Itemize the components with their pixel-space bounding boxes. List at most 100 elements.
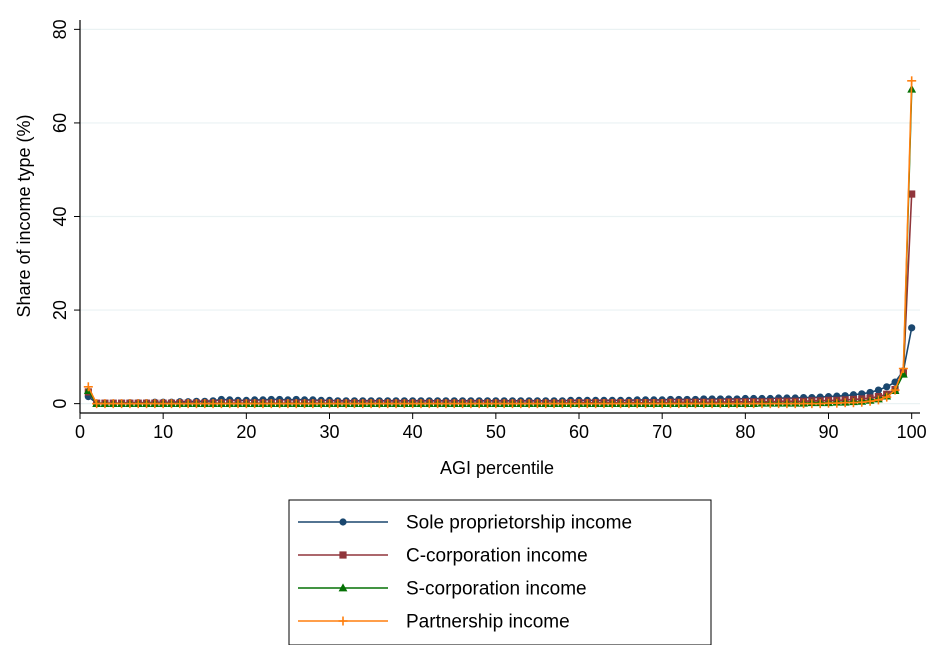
data-point <box>466 399 476 409</box>
x-tick-label: 0 <box>75 422 85 442</box>
series-plus <box>83 76 917 409</box>
data-point <box>724 399 734 409</box>
data-point <box>757 399 767 409</box>
data-point <box>865 396 875 406</box>
data-point <box>100 399 110 409</box>
y-tick-label: 20 <box>50 300 70 320</box>
y-tick-label: 0 <box>50 399 70 409</box>
y-ticks: 0 20 40 60 80 <box>50 19 80 409</box>
data-point <box>549 399 559 409</box>
y-axis-label: Share of income type (%) <box>14 114 34 317</box>
x-tick-label: 90 <box>818 422 838 442</box>
data-point <box>358 399 368 409</box>
legend-marker <box>339 551 347 559</box>
data-point <box>707 399 717 409</box>
data-point <box>749 399 759 409</box>
data-point <box>491 399 501 409</box>
data-point <box>840 398 850 408</box>
x-tick-label: 100 <box>897 422 927 442</box>
data-point <box>632 399 642 409</box>
x-tick-label: 70 <box>652 422 672 442</box>
legend-marker <box>338 583 348 592</box>
data-point <box>424 399 434 409</box>
data-point <box>433 399 443 409</box>
data-point <box>624 399 634 409</box>
x-tick-label: 80 <box>735 422 755 442</box>
data-point <box>507 399 517 409</box>
data-point <box>574 399 584 409</box>
x-axis-label: AGI percentile <box>440 458 554 478</box>
legend-marker <box>338 616 348 626</box>
data-point <box>907 76 917 86</box>
data-point <box>532 399 542 409</box>
legend-marker <box>339 518 347 526</box>
data-point <box>283 399 293 409</box>
series-line <box>87 327 913 404</box>
data-point <box>582 399 592 409</box>
data-point <box>150 399 160 409</box>
data-point <box>665 399 675 409</box>
data-point <box>807 399 817 409</box>
x-tick-label: 50 <box>486 422 506 442</box>
data-point <box>591 399 601 409</box>
data-point <box>83 382 93 392</box>
data-point <box>832 398 842 408</box>
x-tick-label: 20 <box>236 422 256 442</box>
data-point <box>674 399 684 409</box>
data-point <box>333 399 343 409</box>
data-point <box>441 399 451 409</box>
data-point <box>383 399 393 409</box>
data-point <box>699 399 709 409</box>
data-point <box>882 392 892 402</box>
data-point <box>883 383 891 391</box>
y-tick-label: 40 <box>50 206 70 226</box>
legend-label: Sole proprietorship income <box>406 513 632 534</box>
data-point <box>799 399 809 409</box>
data-point <box>416 399 426 409</box>
series-group <box>83 76 917 409</box>
x-tick-label: 40 <box>403 422 423 442</box>
data-point <box>499 399 509 409</box>
legend: Sole proprietorship income C-corporation … <box>288 499 712 645</box>
data-point <box>649 399 659 409</box>
data-point <box>873 395 883 405</box>
data-point <box>175 399 185 409</box>
data-point <box>898 364 908 374</box>
data-point <box>166 399 176 409</box>
data-point <box>857 397 867 407</box>
data-point <box>908 324 916 332</box>
data-point <box>250 399 260 409</box>
data-point <box>815 399 825 409</box>
data-point <box>275 399 285 409</box>
data-point <box>566 399 576 409</box>
data-point <box>241 399 251 409</box>
data-point <box>715 399 725 409</box>
data-point <box>183 399 193 409</box>
legend-label: C-corporation income <box>406 546 588 567</box>
data-point <box>641 399 651 409</box>
x-tick-label: 60 <box>569 422 589 442</box>
data-point <box>765 399 775 409</box>
data-point <box>399 399 409 409</box>
data-point <box>133 399 143 409</box>
data-point <box>341 399 351 409</box>
data-point <box>258 399 268 409</box>
data-point <box>308 399 318 409</box>
legend-label: Partnership income <box>406 612 570 633</box>
data-point <box>541 399 551 409</box>
data-point <box>616 399 626 409</box>
x-tick-label: 10 <box>153 422 173 442</box>
data-point <box>117 399 127 409</box>
data-point <box>516 399 526 409</box>
data-point <box>300 399 310 409</box>
data-point <box>108 399 118 409</box>
data-point <box>657 399 667 409</box>
data-point <box>782 399 792 409</box>
data-point <box>92 399 102 409</box>
data-point <box>774 399 784 409</box>
data-point <box>291 399 301 409</box>
data-point <box>225 399 235 409</box>
data-point <box>866 388 874 397</box>
legend-label: S-corporation income <box>406 579 587 600</box>
x-ticks: 0 10 20 30 40 50 60 70 80 90 100 <box>75 413 927 442</box>
